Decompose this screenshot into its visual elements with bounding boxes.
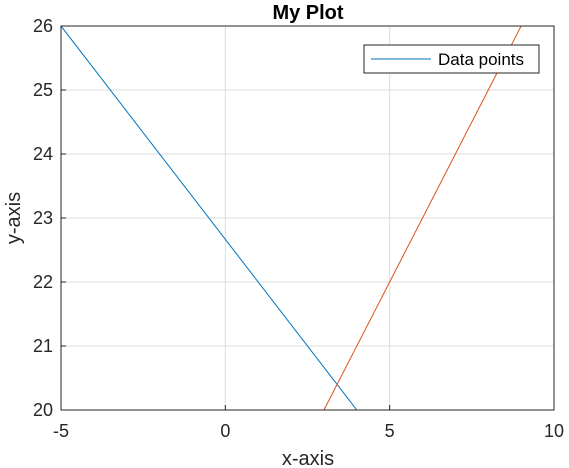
x-tick-label: 10 [544,421,564,441]
chart-title: My Plot [272,2,343,24]
y-tick-label: 22 [33,272,53,292]
x-tick-label: 5 [385,421,395,441]
y-tick-label: 25 [33,80,53,100]
x-tick-label: 0 [220,421,230,441]
ticks: -5 0 5 10 20 21 22 23 24 25 26 [33,16,564,441]
series-line-2 [323,26,522,410]
y-axis-label: y-axis [3,192,25,244]
x-axis-label: x-axis [282,448,334,468]
y-tick-label: 23 [33,208,53,228]
legend: Data points [363,44,540,74]
y-tick-label: 26 [33,16,53,36]
y-tick-label: 24 [33,144,53,164]
y-tick-label: 20 [33,400,53,420]
x-tick-label: -5 [53,421,69,441]
series-line-1 [61,26,358,410]
series-layer [61,26,522,410]
legend-label-data-points: Data points [438,50,524,69]
y-tick-label: 21 [33,336,53,356]
